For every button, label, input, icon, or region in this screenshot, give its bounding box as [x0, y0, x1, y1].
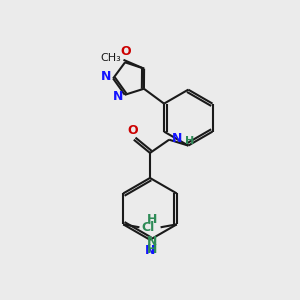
Text: CH₃: CH₃	[100, 53, 121, 63]
Text: H: H	[185, 136, 195, 146]
Text: N: N	[145, 244, 155, 256]
Text: N: N	[172, 132, 182, 145]
Text: Cl: Cl	[142, 221, 155, 234]
Text: N: N	[147, 235, 157, 248]
Text: N: N	[101, 70, 112, 83]
Text: O: O	[120, 46, 131, 59]
Text: H: H	[147, 244, 157, 256]
Text: N: N	[113, 90, 123, 103]
Text: H: H	[147, 213, 157, 226]
Text: O: O	[127, 124, 138, 137]
